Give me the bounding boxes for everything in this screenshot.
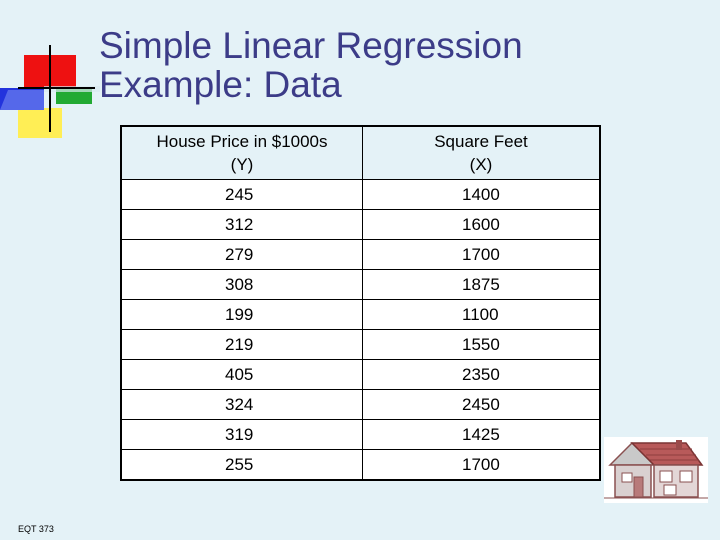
column-header-house-price: House Price in $1000s (Y) bbox=[120, 125, 363, 180]
data-table: House Price in $1000s (Y) Square Feet (X… bbox=[120, 125, 601, 481]
footer-course-code: EQT 373 bbox=[18, 524, 54, 534]
table-header-row: House Price in $1000s (Y) Square Feet (X… bbox=[120, 125, 601, 180]
slide-title-line-2: Example: Data bbox=[99, 64, 342, 105]
table-cell: 312 bbox=[120, 209, 363, 240]
table-cell: 308 bbox=[120, 269, 363, 300]
table-cell: 324 bbox=[120, 389, 363, 420]
table-cell: 319 bbox=[120, 419, 363, 450]
column-header-line: (X) bbox=[469, 155, 493, 174]
table-row: 219 1550 bbox=[120, 329, 601, 360]
table-cell: 1425 bbox=[362, 419, 601, 450]
table-row: 279 1700 bbox=[120, 239, 601, 270]
table-cell: 405 bbox=[120, 359, 363, 390]
table-cell: 1875 bbox=[362, 269, 601, 300]
column-header-line: Square Feet bbox=[434, 132, 528, 151]
column-header-line: (Y) bbox=[230, 155, 254, 174]
table-row: 308 1875 bbox=[120, 269, 601, 300]
table-cell: 199 bbox=[120, 299, 363, 330]
table-cell: 1700 bbox=[362, 239, 601, 270]
table-cell: 219 bbox=[120, 329, 363, 360]
table-cell: 2450 bbox=[362, 389, 601, 420]
table-row: 319 1425 bbox=[120, 419, 601, 450]
table-cell: 1550 bbox=[362, 329, 601, 360]
table-cell: 1600 bbox=[362, 209, 601, 240]
table-cell: 245 bbox=[120, 179, 363, 210]
table-cell: 2350 bbox=[362, 359, 601, 390]
table-cell: 1400 bbox=[362, 179, 601, 210]
table-row: 199 1100 bbox=[120, 299, 601, 330]
column-header-line: House Price in $1000s bbox=[156, 132, 328, 151]
table-cell: 1700 bbox=[362, 449, 601, 481]
table-row: 245 1400 bbox=[120, 179, 601, 210]
slide-title-line-1: Simple Linear Regression bbox=[99, 25, 523, 66]
color-blocks-logo bbox=[0, 45, 100, 138]
slide-title: Simple Linear Regression Example: Data bbox=[99, 26, 523, 104]
table-row: 312 1600 bbox=[120, 209, 601, 240]
house-icon bbox=[604, 437, 708, 503]
table-row: 324 2450 bbox=[120, 389, 601, 420]
table-cell: 255 bbox=[120, 449, 363, 481]
table-cell: 1100 bbox=[362, 299, 601, 330]
table-row: 405 2350 bbox=[120, 359, 601, 390]
column-header-square-feet: Square Feet (X) bbox=[362, 125, 601, 180]
table-cell: 279 bbox=[120, 239, 363, 270]
table-row: 255 1700 bbox=[120, 449, 601, 481]
